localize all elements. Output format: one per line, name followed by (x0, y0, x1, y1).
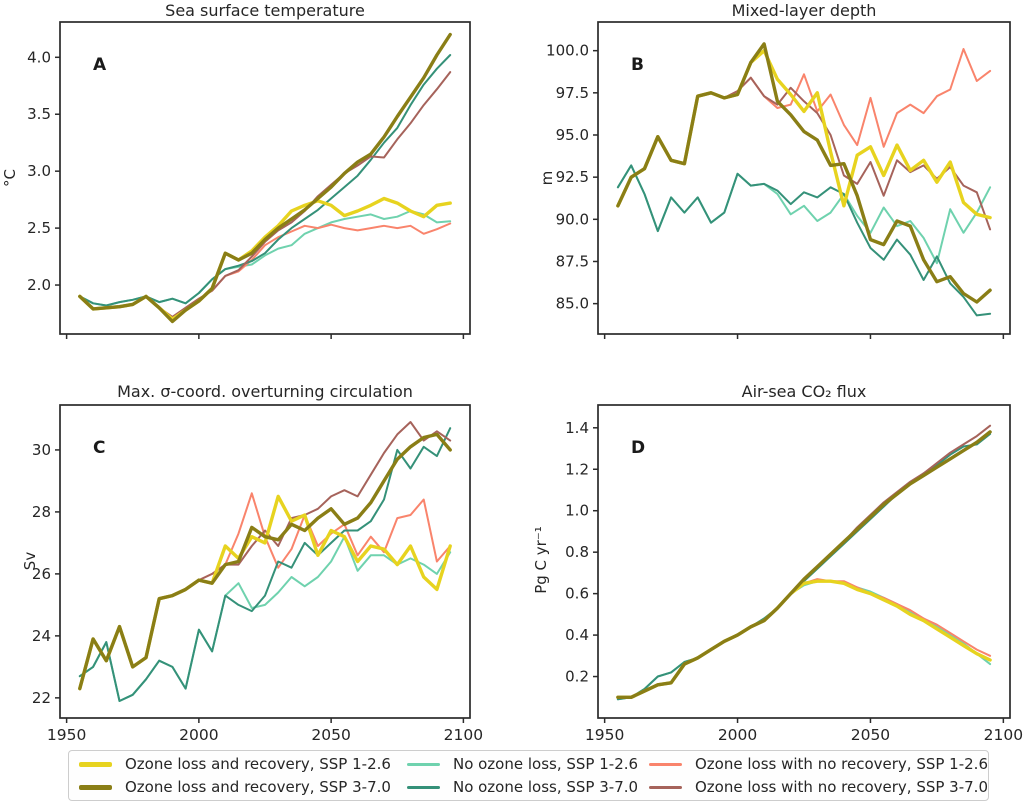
series-olr370-line (616, 42, 992, 304)
series-nol370-line (616, 164, 992, 317)
y-tick-label: 90.0 (556, 210, 589, 228)
panel-c-ylabel: Sv (21, 551, 39, 571)
series-olr370-line (616, 430, 992, 699)
panel-b-title: Mixed-layer depth (731, 1, 877, 20)
y-tick-label: 0.4 (565, 626, 589, 644)
y-tick-label: 1.4 (565, 419, 589, 437)
x-tick-label: 2050 (311, 726, 350, 744)
legend-line-swatch (406, 785, 440, 789)
legend-column: No ozone loss, SSP 1-2.6 No ozone loss, S… (406, 755, 649, 796)
y-tick-label: 87.5 (556, 252, 589, 270)
series-olnr126-line (616, 48, 992, 207)
series-olr370-line (78, 32, 452, 324)
legend-item: No ozone loss, SSP 1-2.6 (406, 755, 649, 773)
legend-label: No ozone loss, SSP 1-2.6 (452, 755, 639, 773)
series-olr370-line (78, 432, 452, 691)
legend-column: Ozone loss with no recovery, SSP 1-2.6 Oz… (649, 755, 988, 796)
series-nol370-line (616, 433, 992, 701)
y-tick-label: 95.0 (556, 126, 589, 144)
y-tick-label: 30 (32, 441, 51, 459)
panel-d-ylabel: Pg C yr⁻¹ (532, 526, 550, 594)
x-tick-label: 2100 (444, 726, 483, 744)
x-tick-label: 1950 (585, 726, 624, 744)
x-tick-label: 2000 (718, 726, 757, 744)
panel-b-frame (597, 21, 1011, 335)
legend-line-swatch (79, 761, 112, 767)
panel-letter: D (631, 438, 645, 458)
y-tick-label: 24 (32, 627, 51, 645)
y-tick-label: 0.2 (565, 668, 589, 686)
panel-c-frame (59, 404, 471, 719)
legend-label: Ozone loss with no recovery, SSP 1-2.6 (695, 755, 988, 773)
panel-c-title: Max. σ-coord. overturning circulation (117, 382, 413, 401)
y-tick-label: 85.0 (556, 295, 589, 313)
y-tick-label: 97.5 (556, 84, 589, 102)
panel-a: 2.0 2.5 3.0 3.5 4.0 A (27, 21, 471, 339)
legend-line-swatch (79, 784, 112, 790)
series-nol370-line (78, 54, 452, 307)
y-tick-label: 1.0 (565, 502, 589, 520)
panel-d-title: Air-sea CO₂ flux (741, 382, 867, 401)
legend-item: Ozone loss and recovery, SSP 3-7.0 (79, 778, 407, 796)
y-tick-label: 2.0 (27, 276, 51, 294)
y-tick-label: 28 (32, 503, 51, 521)
panel-a-title: Sea surface temperature (165, 1, 365, 20)
legend-line-swatch (649, 762, 682, 766)
y-tick-label: 92.5 (556, 168, 589, 186)
x-tick-label: 2100 (984, 726, 1023, 744)
legend-item: Ozone loss with no recovery, SSP 3-7.0 (649, 778, 988, 796)
panel-a-ylabel: °C (1, 169, 19, 187)
y-tick-label: 22 (32, 689, 51, 707)
y-tick-label: 4.0 (27, 48, 51, 66)
x-tick-label: 2050 (851, 726, 890, 744)
y-tick-label: 1.2 (565, 460, 589, 478)
y-tick-label: 0.8 (565, 543, 589, 561)
panel-letter: B (631, 55, 644, 75)
series-nol370-line (78, 427, 452, 702)
legend: Ozone loss and recovery, SSP 1-2.6 Ozone … (68, 750, 989, 801)
legend-label: Ozone loss and recovery, SSP 3-7.0 (125, 778, 391, 796)
legend-line-swatch (406, 762, 440, 766)
y-tick-label: 2.5 (27, 219, 51, 237)
panel-letter: A (93, 55, 107, 75)
panel-b-ylabel: m (538, 170, 556, 186)
legend-line-swatch (649, 785, 682, 789)
legend-item: Ozone loss with no recovery, SSP 1-2.6 (649, 755, 988, 773)
panel-d: 0.2 0.4 0.6 0.8 1.0 1.2 1.4 1950 2000 2050 2100 D (565, 404, 1023, 744)
panel-c: 22 24 26 28 30 1950 2000 2050 2100 C (32, 404, 483, 744)
panel-a-frame (59, 21, 471, 335)
panel-letter: C (93, 438, 105, 458)
legend-item: No ozone loss, SSP 3-7.0 (406, 778, 649, 796)
legend-label: Ozone loss and recovery, SSP 1-2.6 (125, 755, 391, 773)
legend-column: Ozone loss and recovery, SSP 1-2.6 Ozone … (79, 755, 407, 796)
series-olnr126-line (78, 492, 452, 690)
y-tick-label: 100.0 (546, 42, 589, 60)
x-tick-label: 2000 (179, 726, 218, 744)
x-tick-label: 1950 (47, 726, 86, 744)
panel-b: 85.0 87.5 90.0 92.5 95.0 97.5 100.0 B (546, 21, 1011, 339)
panel-d-frame (597, 404, 1011, 719)
y-tick-label: 3.5 (27, 105, 51, 123)
legend-item: Ozone loss and recovery, SSP 1-2.6 (79, 755, 407, 773)
series-olnr370-line (78, 71, 452, 318)
legend-label: Ozone loss with no recovery, SSP 3-7.0 (695, 778, 988, 796)
legend-label: No ozone loss, SSP 3-7.0 (452, 778, 639, 796)
y-tick-label: 3.0 (27, 162, 51, 180)
y-tick-label: 0.6 (565, 585, 589, 603)
y-tick-label: 26 (32, 565, 51, 583)
series-nol126-line (78, 210, 452, 307)
